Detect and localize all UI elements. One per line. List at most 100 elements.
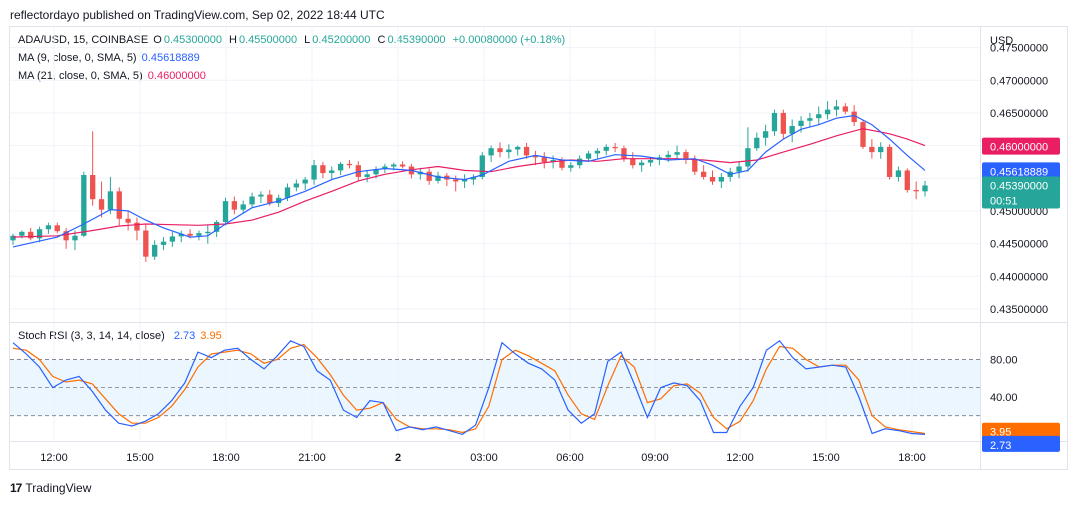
- ma21-legend[interactable]: MA (21, close, 0, SMA, 5) 0.46000000: [18, 70, 208, 82]
- open-value: 0.45300000: [163, 34, 222, 46]
- candle-body: [639, 162, 645, 166]
- symbol-legend: ADA/USD, 15, COINBASE O 0.45300000 H 0.455…: [18, 34, 567, 46]
- time-tick-label: 06:00: [556, 452, 584, 464]
- ma21-label: MA (21, close, 0, SMA, 5): [18, 70, 143, 82]
- candle-body: [585, 153, 592, 159]
- candle-body: [311, 165, 317, 180]
- time-tick-label: 18:00: [212, 452, 240, 464]
- time-tick-label: 15:00: [126, 452, 154, 464]
- brand-name: TradingView: [25, 481, 92, 495]
- candle-body: [674, 152, 680, 155]
- time-tick-label: 21:00: [298, 452, 326, 464]
- candle-body: [904, 170, 910, 191]
- candle-body: [249, 196, 255, 205]
- tradingview-logo-icon: 17: [10, 481, 22, 495]
- candle-body: [72, 235, 78, 241]
- last-price-badge: [982, 176, 1060, 209]
- candle-body: [187, 233, 193, 236]
- stoch-tick-label: 80.00: [990, 355, 1018, 367]
- time-tick-label: 18:00: [898, 452, 926, 464]
- ma21-badge: [982, 137, 1060, 155]
- stoch-k-badge-text: 2.73: [990, 440, 1011, 452]
- candle-body: [205, 231, 211, 234]
- tradingview-brand[interactable]: 17 TradingView: [10, 481, 91, 495]
- candle-body: [152, 244, 158, 257]
- candle-body: [780, 112, 786, 134]
- last-price-badge-text: 0.45390000: [990, 180, 1048, 192]
- candle-body: [461, 179, 468, 182]
- ma9-legend[interactable]: MA (9, close, 0, SMA, 5) 0.45618889: [18, 52, 202, 64]
- price-tick-label: 0.44000000: [990, 271, 1048, 283]
- low-label: L: [304, 34, 311, 46]
- candle-body: [718, 176, 725, 182]
- candle-body: [559, 159, 565, 168]
- candle-body: [160, 241, 167, 245]
- candle-body: [355, 165, 361, 177]
- candle-body: [913, 190, 919, 192]
- stoch-tick-label: 40.00: [990, 392, 1018, 404]
- candle-body: [577, 158, 583, 166]
- candle-body: [736, 166, 742, 172]
- time-tick-label: 12:00: [40, 452, 68, 464]
- stoch-legend[interactable]: Stoch RSI (3, 3, 14, 14, close) 2.73 3.9…: [18, 330, 224, 342]
- candle-body: [700, 171, 707, 177]
- candle-body: [382, 166, 388, 170]
- ma21-line: [12, 127, 926, 238]
- candle-body: [169, 236, 176, 242]
- candle-body: [816, 114, 822, 119]
- time-tick-label: 2: [395, 452, 401, 464]
- price-tick-label: 0.46500000: [990, 108, 1048, 120]
- price-tick-label: 0.47500000: [990, 43, 1048, 55]
- candle-body: [134, 222, 140, 231]
- candle-body: [10, 235, 16, 241]
- candle-body: [506, 149, 512, 153]
- candle-body: [267, 194, 273, 204]
- candle-body: [665, 154, 671, 158]
- stoch-label: Stoch RSI (3, 3, 14, 14, close): [18, 330, 165, 342]
- candle-body: [63, 231, 69, 241]
- candle-body: [541, 157, 547, 162]
- price-tick-label: 0.43500000: [990, 304, 1048, 316]
- candle-body: [594, 150, 601, 154]
- ma9-badge-text: 0.45618889: [990, 166, 1048, 178]
- candle-body: [709, 176, 716, 182]
- currency-label: USD: [990, 35, 1013, 47]
- candle-body: [213, 222, 220, 232]
- candle-body: [293, 183, 299, 188]
- price-tick-label: 0.45000000: [990, 206, 1048, 218]
- candle-body: [45, 225, 52, 230]
- candle-body: [612, 146, 618, 149]
- candle-body: [479, 155, 485, 177]
- candle-body: [36, 229, 43, 239]
- candle-body: [842, 106, 848, 112]
- candle-body: [116, 191, 122, 219]
- candle-body: [745, 148, 751, 167]
- time-tick-label: 09:00: [641, 452, 669, 464]
- price-tick-label: 0.44500000: [990, 239, 1048, 251]
- last-price-badge-text: 00:51: [990, 195, 1018, 207]
- stoch-k-value: 2.73: [173, 330, 196, 342]
- candle-body: [683, 152, 689, 160]
- candle-body: [346, 163, 353, 166]
- ma9-badge: [982, 162, 1060, 180]
- candle-body: [435, 175, 441, 181]
- candle-body: [568, 165, 574, 168]
- candle-body: [399, 164, 406, 167]
- candle-body: [824, 109, 831, 115]
- candle-body: [231, 201, 238, 210]
- stoch-d-badge: [982, 422, 1060, 439]
- candle-body: [647, 159, 654, 163]
- candle-body: [692, 159, 698, 172]
- stoch-k-line: [12, 339, 926, 436]
- time-tick-label: 12:00: [726, 452, 754, 464]
- candle-body: [107, 191, 114, 210]
- candle-body: [523, 146, 530, 156]
- ma21-value: 0.46000000: [147, 70, 206, 82]
- candle-body: [895, 170, 902, 177]
- candle-body: [833, 106, 840, 110]
- candle-body: [621, 148, 627, 159]
- candle-body: [497, 148, 503, 153]
- close-label: C: [377, 34, 386, 46]
- symbol-name[interactable]: ADA/USD, 15, COINBASE: [18, 34, 149, 46]
